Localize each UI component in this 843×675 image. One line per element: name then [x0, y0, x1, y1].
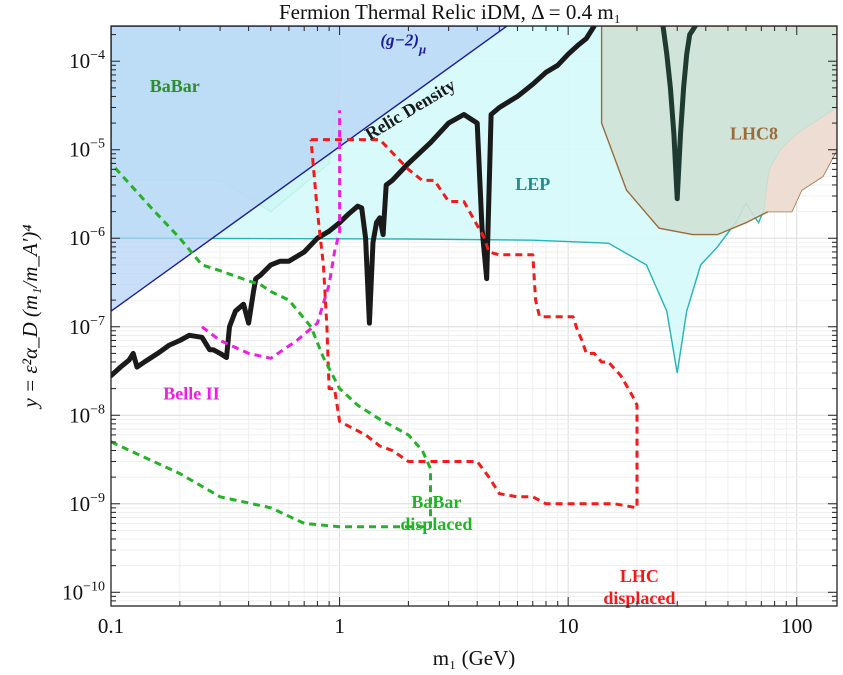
- series-babar-displaced: [111, 162, 432, 529]
- chart-title: Fermion Thermal Relic iDM, Δ = 0.4 m₁: [279, 0, 621, 24]
- y-tick-label: 10−6: [69, 225, 105, 250]
- x-tick-label: 100: [781, 614, 813, 638]
- label-belle-ii: Belle II: [163, 384, 220, 404]
- x-tick-label: 0.1: [98, 614, 124, 638]
- y-tick-label: 10−5: [69, 137, 105, 162]
- x-tick-label: 1: [334, 614, 345, 638]
- y-tick-label: 10−7: [69, 314, 105, 339]
- label-babar: BaBar: [150, 76, 200, 96]
- label-lhc-displaced: LHC displaced: [603, 566, 675, 608]
- series-relic-density: [111, 26, 597, 379]
- label-g-2-muon: (g−2)μ: [380, 31, 426, 57]
- x-tick-label: 10: [558, 614, 579, 638]
- label-lep: LEP: [515, 174, 550, 194]
- x-axis-label: m₁ (GeV): [433, 646, 516, 670]
- y-tick-label: 10−4: [69, 48, 105, 73]
- label-babar-displaced: BaBar displaced: [400, 492, 472, 534]
- y-tick-label: 10−9: [69, 491, 105, 516]
- curves: [111, 26, 698, 529]
- series-lhc8-relic-dip: [660, 26, 698, 202]
- y-tick-label: 10−10: [62, 579, 105, 604]
- axis-ticks: 0.1 1 10 100 10−10 10−9 10−8 10−7 10−6 10−5 10−4: [62, 26, 837, 638]
- exclusion-regions: [111, 26, 837, 374]
- series-belle-ii: [201, 110, 342, 360]
- region-lhc8-lep-overlap: [764, 107, 837, 212]
- y-axis-label: y = ε²α_D (m₁/m_A′)⁴: [18, 224, 42, 409]
- plot-frame: [110, 25, 838, 607]
- region-g-2-muon: [111, 26, 509, 313]
- label-lhc8: LHC8: [730, 124, 778, 144]
- y-tick-label: 10−8: [69, 402, 105, 427]
